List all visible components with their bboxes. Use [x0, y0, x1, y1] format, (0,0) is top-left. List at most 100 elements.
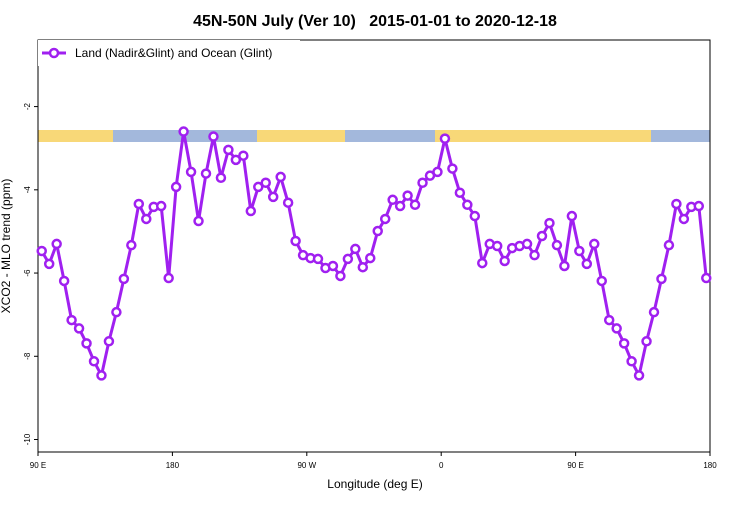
data-point [596, 275, 607, 287]
x-tick-label: 0 [439, 461, 444, 470]
data-point [574, 245, 585, 257]
x-tick-label: 180 [166, 461, 180, 470]
data-point [230, 154, 242, 166]
data-point [559, 260, 570, 272]
data-point [223, 144, 234, 156]
data-point [335, 270, 346, 282]
data-point [163, 272, 174, 284]
data-point [350, 243, 361, 255]
data-point [267, 191, 279, 203]
x-tick-label: 90 W [297, 461, 316, 470]
data-point [275, 171, 286, 183]
data-point [111, 306, 122, 318]
data-point [245, 205, 257, 217]
chart-title: 45N-50N July (Ver 10) 2015-01-01 to 2020… [193, 13, 557, 30]
data-point [238, 150, 249, 161]
y-tick-label: -4 [23, 186, 32, 194]
data-point [312, 253, 324, 265]
data-point [290, 235, 301, 247]
data-point [342, 253, 354, 265]
data-point [126, 239, 137, 251]
data-point [43, 258, 55, 270]
y-tick-label: -6 [23, 269, 32, 277]
data-point [462, 199, 473, 211]
x-axis-label: Longitude (deg E) [327, 477, 422, 491]
data-point [529, 249, 540, 261]
data-point [536, 230, 548, 242]
data-point [193, 215, 204, 227]
data-point [155, 200, 167, 212]
x-tick-label: 90 E [30, 461, 46, 470]
data-point [671, 198, 682, 210]
data-point [357, 261, 369, 273]
data-point [648, 306, 660, 318]
data-point [499, 255, 510, 267]
data-point [118, 273, 130, 285]
data-point [656, 273, 667, 285]
data-point [327, 260, 339, 272]
data-point [439, 133, 451, 144]
plot-frame [37, 39, 711, 453]
data-point [185, 166, 197, 178]
data-point [641, 336, 652, 347]
land-ocean-strip [38, 130, 710, 142]
legend-label: Land (Nadir&Glint) and Ocean (Glint) [75, 46, 272, 60]
data-point [603, 314, 615, 326]
data-point [701, 272, 712, 284]
data-point [178, 126, 189, 137]
data-point [133, 198, 145, 210]
data-point [66, 314, 77, 326]
data-point [394, 200, 406, 212]
data-point [633, 370, 645, 381]
data-point [409, 199, 421, 211]
data-point [73, 323, 85, 334]
data-point [693, 200, 705, 212]
data-point [611, 323, 622, 334]
data-point [663, 239, 675, 251]
data-point [566, 210, 578, 222]
data-point [469, 210, 481, 222]
data-point [81, 338, 92, 349]
data-point [96, 370, 107, 381]
y-tick-label: -8 [23, 352, 32, 360]
data-point [215, 172, 227, 183]
data-point [618, 338, 630, 349]
legend-box [38, 40, 300, 66]
y-tick-label: -2 [23, 102, 32, 110]
data-point [626, 356, 637, 367]
data-point [589, 238, 600, 250]
x-tick-label: 90 E [567, 461, 583, 470]
data-point [477, 257, 488, 269]
data-point [253, 181, 264, 193]
data-point [387, 194, 398, 206]
y-axis-label: XCO2 - MLO trend (ppm) [0, 179, 13, 314]
series-line [40, 131, 708, 380]
data-point [402, 190, 413, 201]
data-point [379, 213, 391, 225]
data-point [141, 213, 152, 225]
data-point [88, 356, 100, 367]
data-point [365, 252, 376, 264]
data-point [282, 197, 294, 208]
y-tick-label: -10 [23, 433, 32, 445]
data-point [36, 245, 47, 257]
data-point [551, 239, 563, 251]
data-point [454, 187, 466, 198]
data-point [200, 168, 212, 179]
data-point [417, 177, 428, 188]
x-tick-label: 180 [703, 461, 717, 470]
data-point [260, 177, 271, 188]
data-point [491, 240, 503, 252]
data-point [521, 238, 533, 250]
legend-marker [48, 47, 60, 59]
data-point [447, 163, 458, 174]
data-point [51, 238, 62, 250]
data-point [678, 213, 690, 225]
data-point [103, 336, 115, 347]
data-point [581, 258, 593, 270]
data-point [432, 166, 443, 178]
data-point [170, 181, 182, 193]
data-point [372, 225, 383, 237]
data-point [544, 217, 555, 229]
